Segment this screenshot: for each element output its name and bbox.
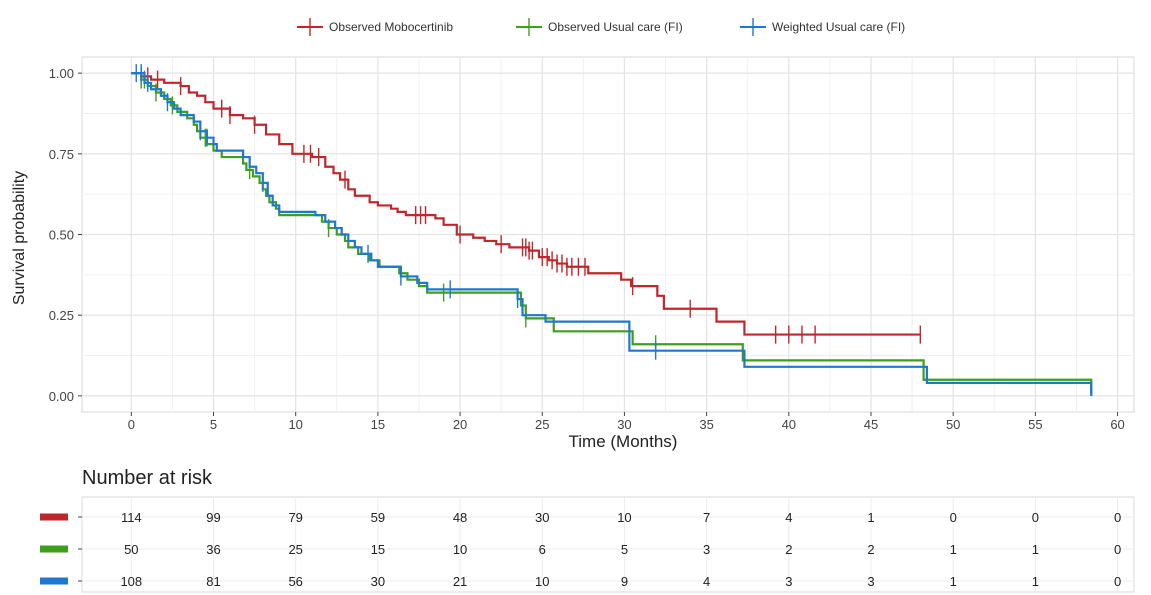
risk-cell: 1 xyxy=(950,542,957,557)
x-tick-label: 10 xyxy=(288,417,302,432)
risk-cell: 99 xyxy=(206,510,220,525)
x-tick-label: 45 xyxy=(864,417,878,432)
x-tick-label: 55 xyxy=(1028,417,1042,432)
x-tick-label: 25 xyxy=(535,417,549,432)
x-tick-label: 30 xyxy=(617,417,631,432)
risk-cell: 56 xyxy=(288,574,302,589)
x-tick-label: 20 xyxy=(453,417,467,432)
risk-cell: 5 xyxy=(621,542,628,557)
risk-cell: 108 xyxy=(120,574,142,589)
risk-cell: 30 xyxy=(535,510,549,525)
risk-row-swatch xyxy=(40,577,68,585)
risk-cell: 9 xyxy=(621,574,628,589)
risk-cell: 4 xyxy=(785,510,792,525)
risk-cell: 4 xyxy=(703,574,710,589)
y-tick-label: 0.50 xyxy=(49,228,74,243)
risk-cell: 1 xyxy=(1032,542,1039,557)
legend: Observed Mobocertinib Observed Usual care… xyxy=(297,18,905,36)
risk-cell: 79 xyxy=(288,510,302,525)
risk-cell: 0 xyxy=(1114,510,1121,525)
risk-cell: 21 xyxy=(453,574,467,589)
series-2 xyxy=(131,64,1093,396)
risk-cell: 0 xyxy=(950,510,957,525)
risk-row-swatch xyxy=(40,545,68,553)
risk-cell: 15 xyxy=(371,542,385,557)
risk-cell: 10 xyxy=(617,510,631,525)
risk-cell: 10 xyxy=(453,542,467,557)
risk-cell: 81 xyxy=(206,574,220,589)
risk-table-background xyxy=(81,496,1135,593)
x-tick-label: 60 xyxy=(1110,417,1124,432)
legend-label: Weighted Usual care (FI) xyxy=(772,20,905,34)
risk-cell: 3 xyxy=(867,574,874,589)
risk-cell: 50 xyxy=(124,542,138,557)
x-tick-label: 0 xyxy=(128,417,135,432)
y-axis-label: Survival probability xyxy=(11,171,28,305)
risk-cell: 6 xyxy=(539,542,546,557)
risk-table-title: Number at risk xyxy=(82,467,213,489)
x-tick-label: 50 xyxy=(946,417,960,432)
risk-cell: 36 xyxy=(206,542,220,557)
y-tick-label: 0.00 xyxy=(49,389,74,404)
risk-cell: 30 xyxy=(371,574,385,589)
risk-cell: 3 xyxy=(785,574,792,589)
legend-item-1: Observed Usual care (FI) xyxy=(516,18,683,36)
risk-cell: 1 xyxy=(867,510,874,525)
risk-cell: 0 xyxy=(1114,542,1121,557)
x-tick-label: 35 xyxy=(699,417,713,432)
risk-cell: 59 xyxy=(371,510,385,525)
risk-cell: 0 xyxy=(1032,510,1039,525)
risk-table: 114 99 79 59 48 30 10 7 4 1 0 0 050 36 25 15 10 6 5 3 2 2 1 1 01… xyxy=(40,496,1135,593)
legend-item-2: Weighted Usual care (FI) xyxy=(740,18,905,36)
x-axis-label: Time (Months) xyxy=(569,432,678,451)
legend-item-0: Observed Mobocertinib xyxy=(297,18,453,36)
risk-cell: 48 xyxy=(453,510,467,525)
x-tick-label: 40 xyxy=(782,417,796,432)
risk-cell: 25 xyxy=(288,542,302,557)
risk-cell: 2 xyxy=(867,542,874,557)
risk-cell: 1 xyxy=(950,574,957,589)
x-tick-label: 15 xyxy=(371,417,385,432)
x-axis: 0 5 10 15 20 25 30 35 40 45 50 55 60 xyxy=(128,412,1125,432)
y-tick-label: 0.75 xyxy=(49,147,74,162)
series-line xyxy=(131,72,921,336)
risk-row-swatch xyxy=(40,513,68,521)
risk-cell: 3 xyxy=(703,542,710,557)
legend-label: Observed Mobocertinib xyxy=(329,20,453,34)
risk-cell: 7 xyxy=(703,510,710,525)
plot-panel xyxy=(81,56,1135,413)
risk-cell: 0 xyxy=(1114,574,1121,589)
risk-cell: 114 xyxy=(121,510,142,525)
risk-cell: 2 xyxy=(785,542,792,557)
risk-cell: 10 xyxy=(535,574,549,589)
y-tick-label: 0.25 xyxy=(49,308,74,323)
legend-label: Observed Usual care (FI) xyxy=(548,20,683,34)
y-tick-label: 1.00 xyxy=(49,66,74,81)
x-tick-label: 5 xyxy=(210,417,217,432)
risk-cell: 1 xyxy=(1032,574,1039,589)
y-axis: 0.00 0.25 0.50 0.75 1.00 xyxy=(49,66,82,404)
